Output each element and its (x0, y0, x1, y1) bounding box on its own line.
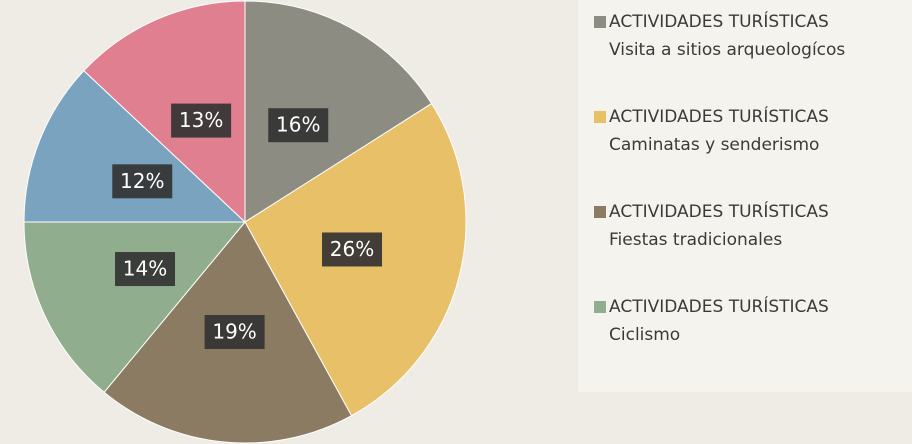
data-label: 16% (276, 113, 320, 137)
pie-slice (23, 70, 247, 223)
legend-swatch (594, 111, 606, 123)
legend-label: Fiestas tradicionales (609, 230, 782, 250)
label-box (204, 315, 265, 350)
legend-label: Visita a sitios arqueologícos (609, 40, 845, 60)
legend-label: Ciclismo (609, 325, 680, 345)
label-box (322, 232, 383, 267)
label-box (115, 252, 176, 287)
data-label: 13% (179, 108, 223, 132)
legend-heading: ACTIVIDADES TURÍSTICAS (609, 10, 829, 32)
label-box (268, 108, 329, 143)
data-label: 26% (330, 237, 374, 261)
data-label: 12% (120, 169, 164, 193)
pie-slice (23, 221, 247, 393)
legend-swatch (594, 16, 606, 28)
pie-slice (244, 0, 433, 223)
pie-slice (83, 0, 246, 224)
legend-heading: ACTIVIDADES TURÍSTICAS (609, 200, 829, 222)
legend-label: Caminatas y senderismo (609, 135, 819, 155)
label-box (112, 164, 173, 199)
data-label: 19% (212, 320, 256, 344)
legend-heading: ACTIVIDADES TURÍSTICAS (609, 105, 829, 127)
legend-swatch (594, 206, 606, 218)
legend-heading: ACTIVIDADES TURÍSTICAS (609, 295, 829, 317)
legend-box (578, 0, 912, 392)
legend-swatch (594, 301, 606, 313)
data-label: 14% (123, 257, 167, 281)
label-box (171, 103, 232, 138)
